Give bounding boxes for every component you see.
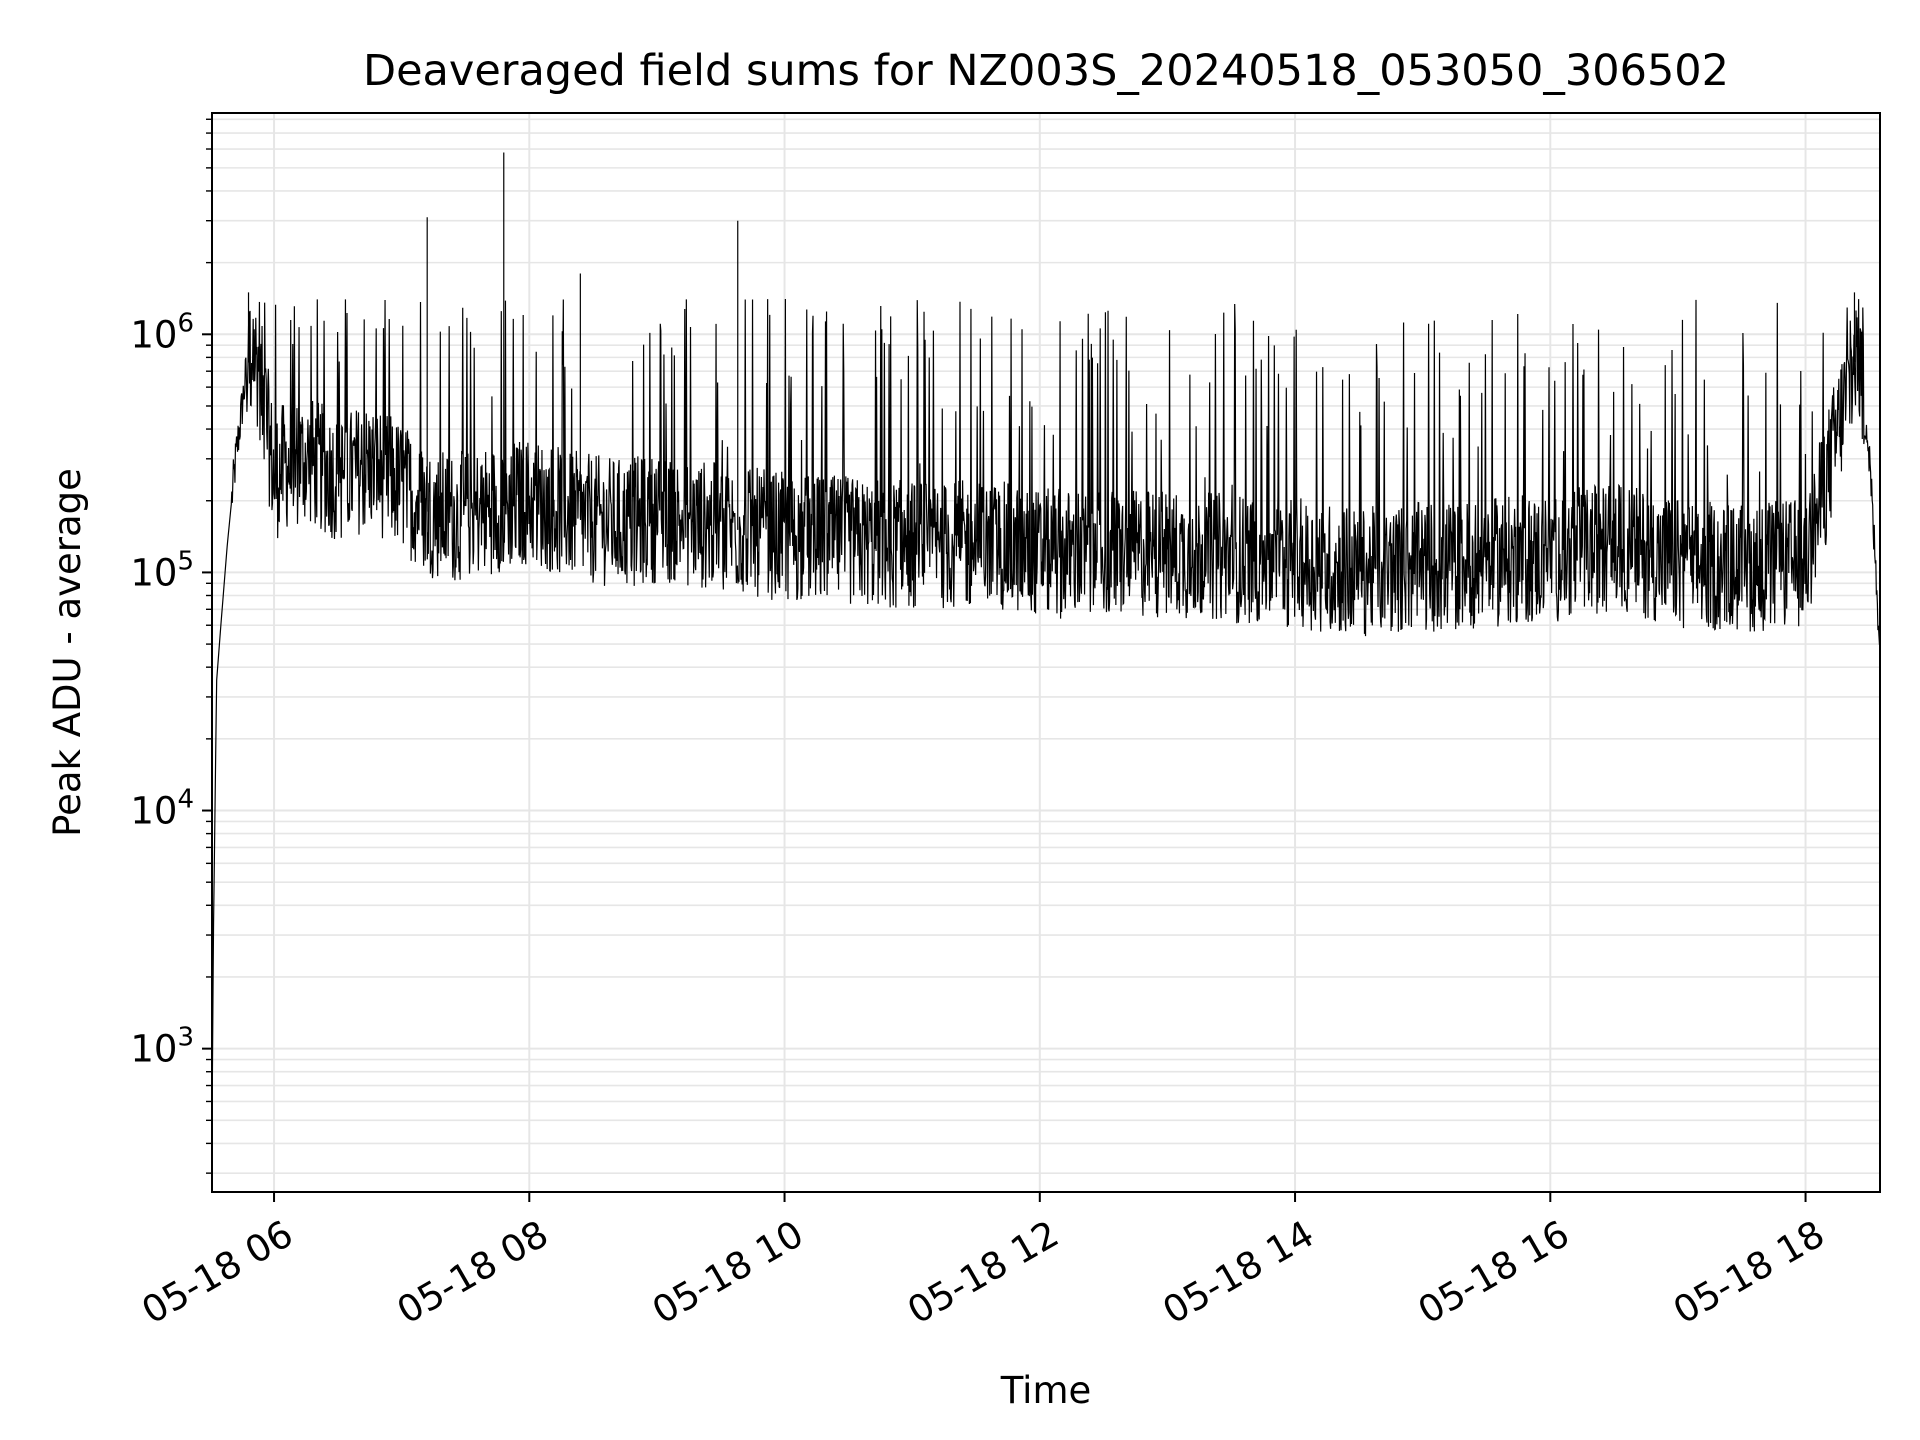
chart-title: Deaveraged field sums for NZ003S_2024051… <box>363 46 1729 96</box>
y-tick-label: 105 <box>130 546 194 594</box>
data-series <box>212 152 1880 1132</box>
y-tick-label: 103 <box>130 1023 194 1071</box>
grid <box>212 113 1880 1192</box>
series-line <box>212 152 1880 1132</box>
y-tick-label: 106 <box>130 308 194 356</box>
x-axis-label: Time <box>1000 1369 1092 1412</box>
y-axis: 103 104 105 106 <box>130 118 212 1174</box>
y-tick-label: 104 <box>130 785 194 833</box>
plot-frame <box>211 112 1881 1193</box>
y-axis-label: Peak ADU - average <box>46 468 89 837</box>
